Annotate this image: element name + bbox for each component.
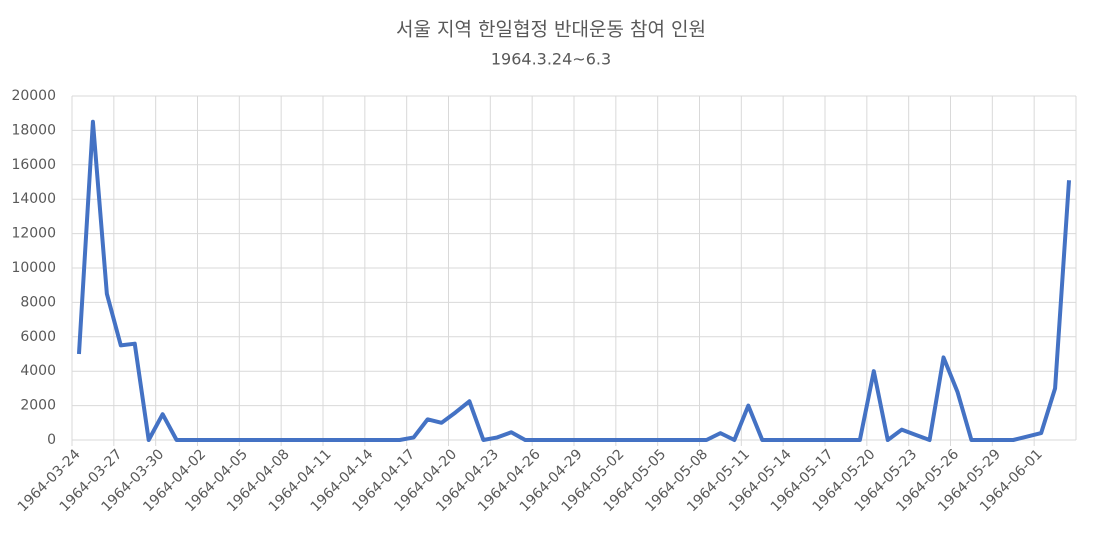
y-tick-label: 14000 [11,191,56,207]
y-tick-label: 0 [47,432,56,448]
data-line [76,119,1072,442]
y-tick-label: 12000 [11,226,56,242]
y-tick-label: 4000 [20,363,56,379]
chart-title: 서울 지역 한일협정 반대운동 참여 인원 [396,19,706,41]
y-tick-label: 2000 [20,398,56,414]
chart-subtitle: 1964.3.24~6.3 [491,50,611,69]
y-tick-label: 18000 [11,122,56,138]
y-tick-label: 20000 [11,88,56,104]
y-tick-label: 16000 [11,157,56,173]
y-tick-label: 8000 [20,294,56,310]
y-tick-label: 10000 [11,260,56,276]
y-tick-label: 6000 [20,329,56,345]
